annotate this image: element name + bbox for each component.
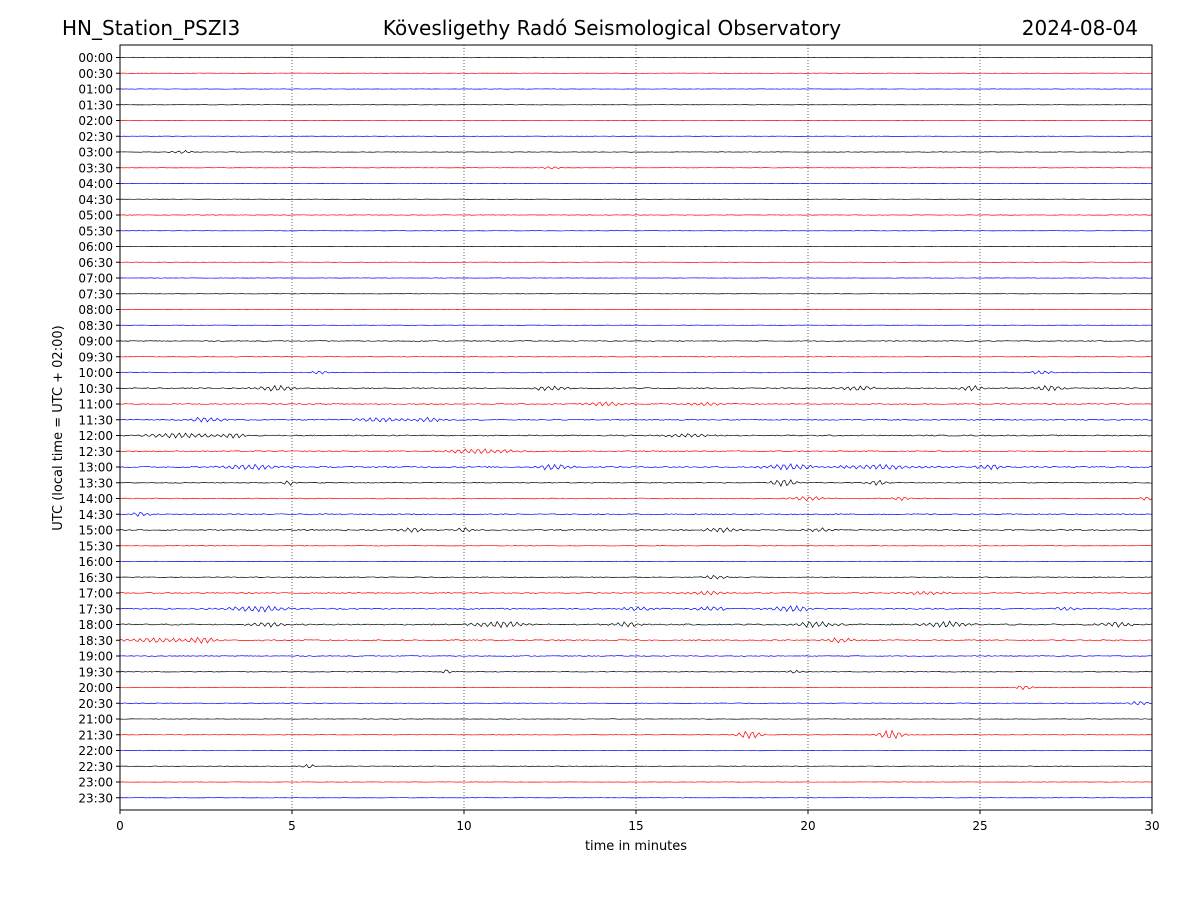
trace-row-1900 — [119, 655, 1153, 657]
y-tick-label-0830: 08:30 — [78, 319, 113, 333]
y-tick-label-1630: 16:30 — [78, 571, 113, 585]
y-tick-label-0430: 04:30 — [78, 193, 113, 207]
trace-row-1630 — [119, 574, 1153, 580]
y-tick-label-0600: 06:00 — [78, 240, 113, 254]
station-title: HN_Station_PSZI3 — [62, 16, 241, 40]
y-tick-label-1830: 18:30 — [78, 634, 113, 648]
x-axis: 0 5 10 15 20 25 30 — [116, 810, 1160, 833]
x-tick-label: 10 — [456, 819, 471, 833]
y-tick-label-1430: 14:30 — [78, 508, 113, 522]
y-tick-label-0300: 03:00 — [78, 146, 113, 160]
y-tick-label-1300: 13:00 — [78, 461, 113, 475]
y-tick-label-2330: 23:30 — [78, 791, 113, 805]
grid-lines — [291, 45, 981, 810]
y-tick-label-0330: 03:30 — [78, 161, 113, 175]
y-tick-label-1930: 19:30 — [78, 665, 113, 679]
y-tick-label-2100: 21:00 — [78, 713, 113, 727]
x-axis-label: time in minutes — [585, 839, 687, 854]
y-tick-label-0030: 00:30 — [78, 67, 113, 81]
trace-row-1500 — [119, 527, 1153, 533]
y-tick-label-1500: 15:00 — [78, 524, 113, 538]
y-tick-label-0200: 02:00 — [78, 114, 113, 128]
trace-row-2130 — [119, 729, 1153, 740]
y-tick-label-1230: 12:30 — [78, 445, 113, 459]
trace-row-2230 — [119, 763, 1153, 768]
y-tick-label-1000: 10:00 — [78, 366, 113, 380]
trace-row-1100 — [119, 401, 1153, 407]
y-tick-label-2030: 20:30 — [78, 697, 113, 711]
trace-row-1930 — [119, 669, 1153, 674]
y-tick-label-1800: 18:00 — [78, 618, 113, 632]
x-tick-label: 20 — [800, 819, 815, 833]
y-tick-label-0700: 07:00 — [78, 272, 113, 286]
y-tick-label-2300: 23:00 — [78, 776, 113, 790]
y-tick-label-0630: 06:30 — [78, 256, 113, 270]
trace-row-0900 — [119, 340, 1153, 342]
trace-row-2030 — [119, 700, 1153, 706]
y-tick-label-2130: 21:30 — [78, 728, 113, 742]
y-axis-label: UTC (local time = UTC + 02:00) — [51, 325, 66, 530]
y-tick-label-1030: 10:30 — [78, 382, 113, 396]
observatory-title: Kövesligethy Radó Seismological Observat… — [382, 16, 842, 40]
y-tick-label-0900: 09:00 — [78, 335, 113, 349]
y-tick-label-0730: 07:30 — [78, 287, 113, 301]
y-tick-label-2200: 22:00 — [78, 744, 113, 758]
y-tick-label-1900: 19:00 — [78, 650, 113, 664]
y-tick-label-0230: 02:30 — [78, 130, 113, 144]
y-tick-label-0930: 09:30 — [78, 350, 113, 364]
trace-row-0330 — [119, 166, 1153, 170]
y-tick-label-0530: 05:30 — [78, 224, 113, 238]
trace-row-1030 — [119, 384, 1153, 392]
y-tick-label-0130: 01:30 — [78, 98, 113, 112]
y-tick-label-0500: 05:00 — [78, 209, 113, 223]
y-tick-label-1530: 15:30 — [78, 539, 113, 553]
y-tick-label-1400: 14:00 — [78, 492, 113, 506]
y-tick-label-1200: 12:00 — [78, 429, 113, 443]
x-tick-label: 5 — [288, 819, 296, 833]
trace-row-1700 — [119, 590, 1153, 596]
y-tick-label-0000: 00:00 — [78, 51, 113, 65]
y-tick-label-0400: 04:00 — [78, 177, 113, 191]
x-tick-label: 15 — [628, 819, 643, 833]
trace-row-1130 — [119, 416, 1153, 423]
x-tick-label: 30 — [1144, 819, 1159, 833]
y-tick-label-0100: 01:00 — [78, 83, 113, 97]
y-tick-label-1700: 17:00 — [78, 587, 113, 601]
trace-row-1230 — [119, 448, 1153, 455]
y-tick-label-1130: 11:30 — [78, 413, 113, 427]
y-tick-label-1100: 11:00 — [78, 398, 113, 412]
x-tick-label: 0 — [116, 819, 124, 833]
y-tick-label-0800: 08:00 — [78, 303, 113, 317]
y-tick-label-2230: 22:30 — [78, 760, 113, 774]
trace-row-0300 — [119, 150, 1153, 154]
x-tick-label: 25 — [972, 819, 987, 833]
y-tick-label-1600: 16:00 — [78, 555, 113, 569]
date-title: 2024-08-04 — [1021, 16, 1138, 40]
trace-row-1300 — [119, 463, 1153, 471]
y-tick-label-2000: 20:00 — [78, 681, 113, 695]
y-tick-label-1330: 13:30 — [78, 476, 113, 490]
y-tick-label-1730: 17:30 — [78, 602, 113, 616]
